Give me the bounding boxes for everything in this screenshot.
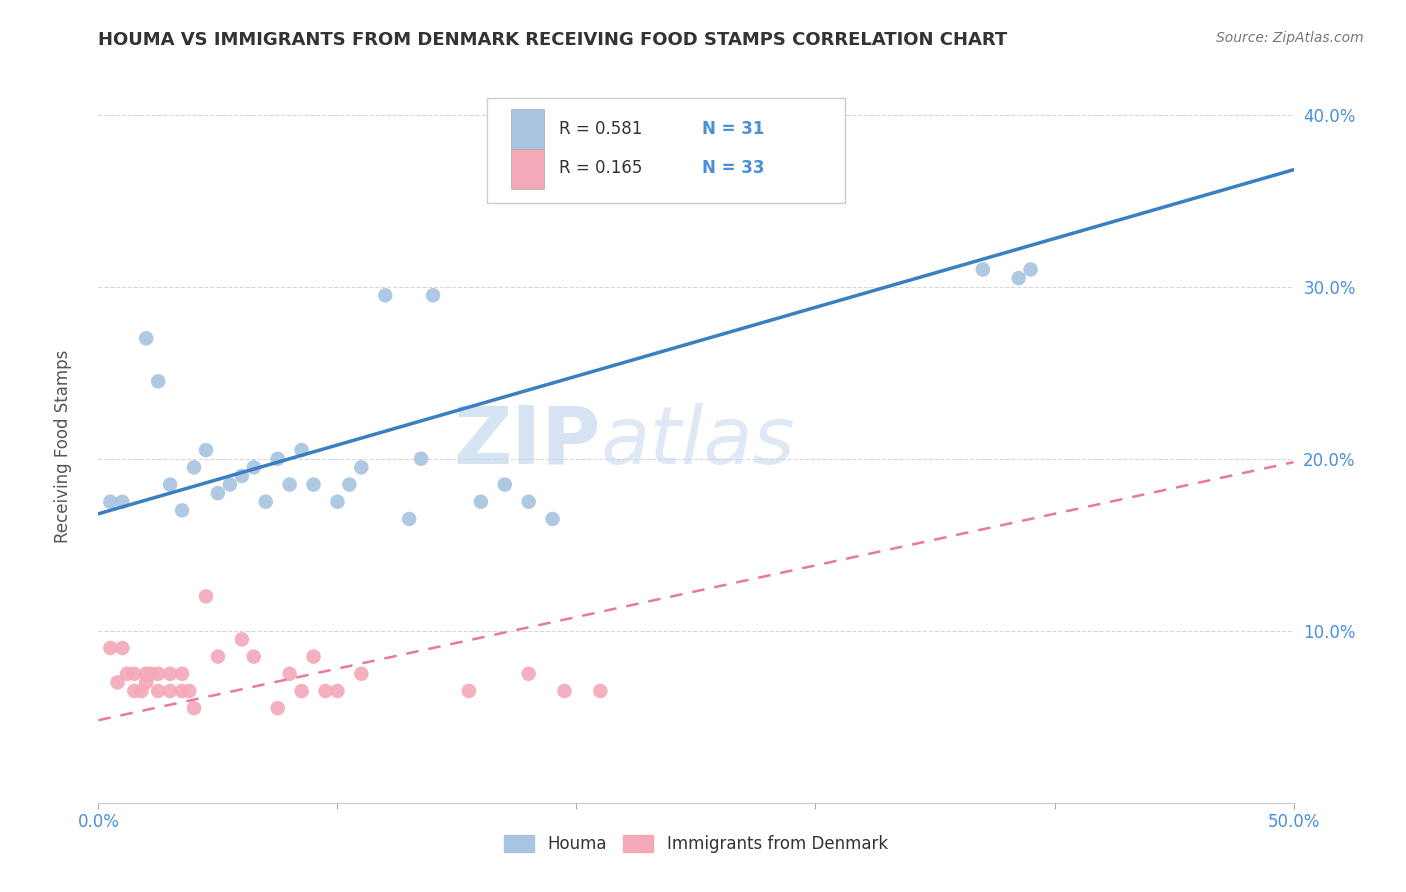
- Point: [278, 477, 301, 491]
- Text: N = 33: N = 33: [702, 160, 765, 178]
- Point: [135, 666, 157, 681]
- Point: [254, 494, 277, 508]
- Point: [972, 262, 994, 277]
- Point: [243, 460, 266, 475]
- Point: [231, 469, 253, 483]
- Point: [124, 684, 146, 698]
- Point: [1019, 262, 1042, 277]
- Point: [172, 503, 194, 517]
- Point: [326, 494, 349, 508]
- Text: R = 0.165: R = 0.165: [558, 160, 643, 178]
- Point: [124, 666, 146, 681]
- Point: [207, 486, 229, 500]
- Point: [589, 684, 612, 698]
- Point: [179, 684, 201, 698]
- Text: ZIP: ZIP: [453, 402, 600, 481]
- Legend: Houma, Immigrants from Denmark: Houma, Immigrants from Denmark: [498, 828, 894, 860]
- Point: [541, 512, 564, 526]
- Point: [107, 675, 129, 690]
- Text: R = 0.581: R = 0.581: [558, 120, 643, 137]
- Point: [172, 684, 194, 698]
- Point: [398, 512, 420, 526]
- Point: [291, 684, 314, 698]
- Point: [267, 451, 290, 466]
- FancyBboxPatch shape: [486, 98, 845, 203]
- Point: [302, 477, 325, 491]
- Point: [554, 684, 576, 698]
- Point: [350, 666, 373, 681]
- Point: [494, 477, 516, 491]
- Point: [278, 666, 301, 681]
- Point: [458, 684, 481, 698]
- Point: [1008, 271, 1031, 285]
- Point: [159, 666, 181, 681]
- Point: [207, 649, 229, 664]
- Text: atlas: atlas: [600, 402, 796, 481]
- FancyBboxPatch shape: [510, 109, 544, 149]
- Text: N = 31: N = 31: [702, 120, 765, 137]
- Point: [139, 666, 162, 681]
- Point: [98, 640, 122, 655]
- Point: [374, 288, 396, 302]
- Point: [98, 494, 122, 508]
- Point: [159, 684, 181, 698]
- Text: HOUMA VS IMMIGRANTS FROM DENMARK RECEIVING FOOD STAMPS CORRELATION CHART: HOUMA VS IMMIGRANTS FROM DENMARK RECEIVI…: [98, 31, 1008, 49]
- Text: Source: ZipAtlas.com: Source: ZipAtlas.com: [1216, 31, 1364, 45]
- Point: [135, 675, 157, 690]
- Point: [135, 331, 157, 345]
- Point: [148, 684, 170, 698]
- Point: [115, 666, 138, 681]
- Point: [148, 666, 170, 681]
- Point: [470, 494, 492, 508]
- Point: [302, 649, 325, 664]
- Point: [411, 451, 433, 466]
- Point: [243, 649, 266, 664]
- Point: [422, 288, 444, 302]
- Point: [183, 701, 205, 715]
- Point: [315, 684, 337, 698]
- Point: [350, 460, 373, 475]
- Text: Receiving Food Stamps: Receiving Food Stamps: [55, 350, 72, 542]
- Point: [111, 640, 134, 655]
- Point: [183, 460, 205, 475]
- Point: [148, 375, 170, 389]
- Point: [326, 684, 349, 698]
- Point: [131, 684, 153, 698]
- Point: [339, 477, 361, 491]
- Point: [111, 494, 134, 508]
- Point: [231, 632, 253, 647]
- Point: [159, 477, 181, 491]
- Point: [172, 666, 194, 681]
- Point: [291, 443, 314, 458]
- Point: [517, 494, 540, 508]
- Point: [219, 477, 242, 491]
- Point: [195, 590, 218, 604]
- FancyBboxPatch shape: [510, 149, 544, 189]
- Point: [195, 443, 218, 458]
- Point: [267, 701, 290, 715]
- Point: [517, 666, 540, 681]
